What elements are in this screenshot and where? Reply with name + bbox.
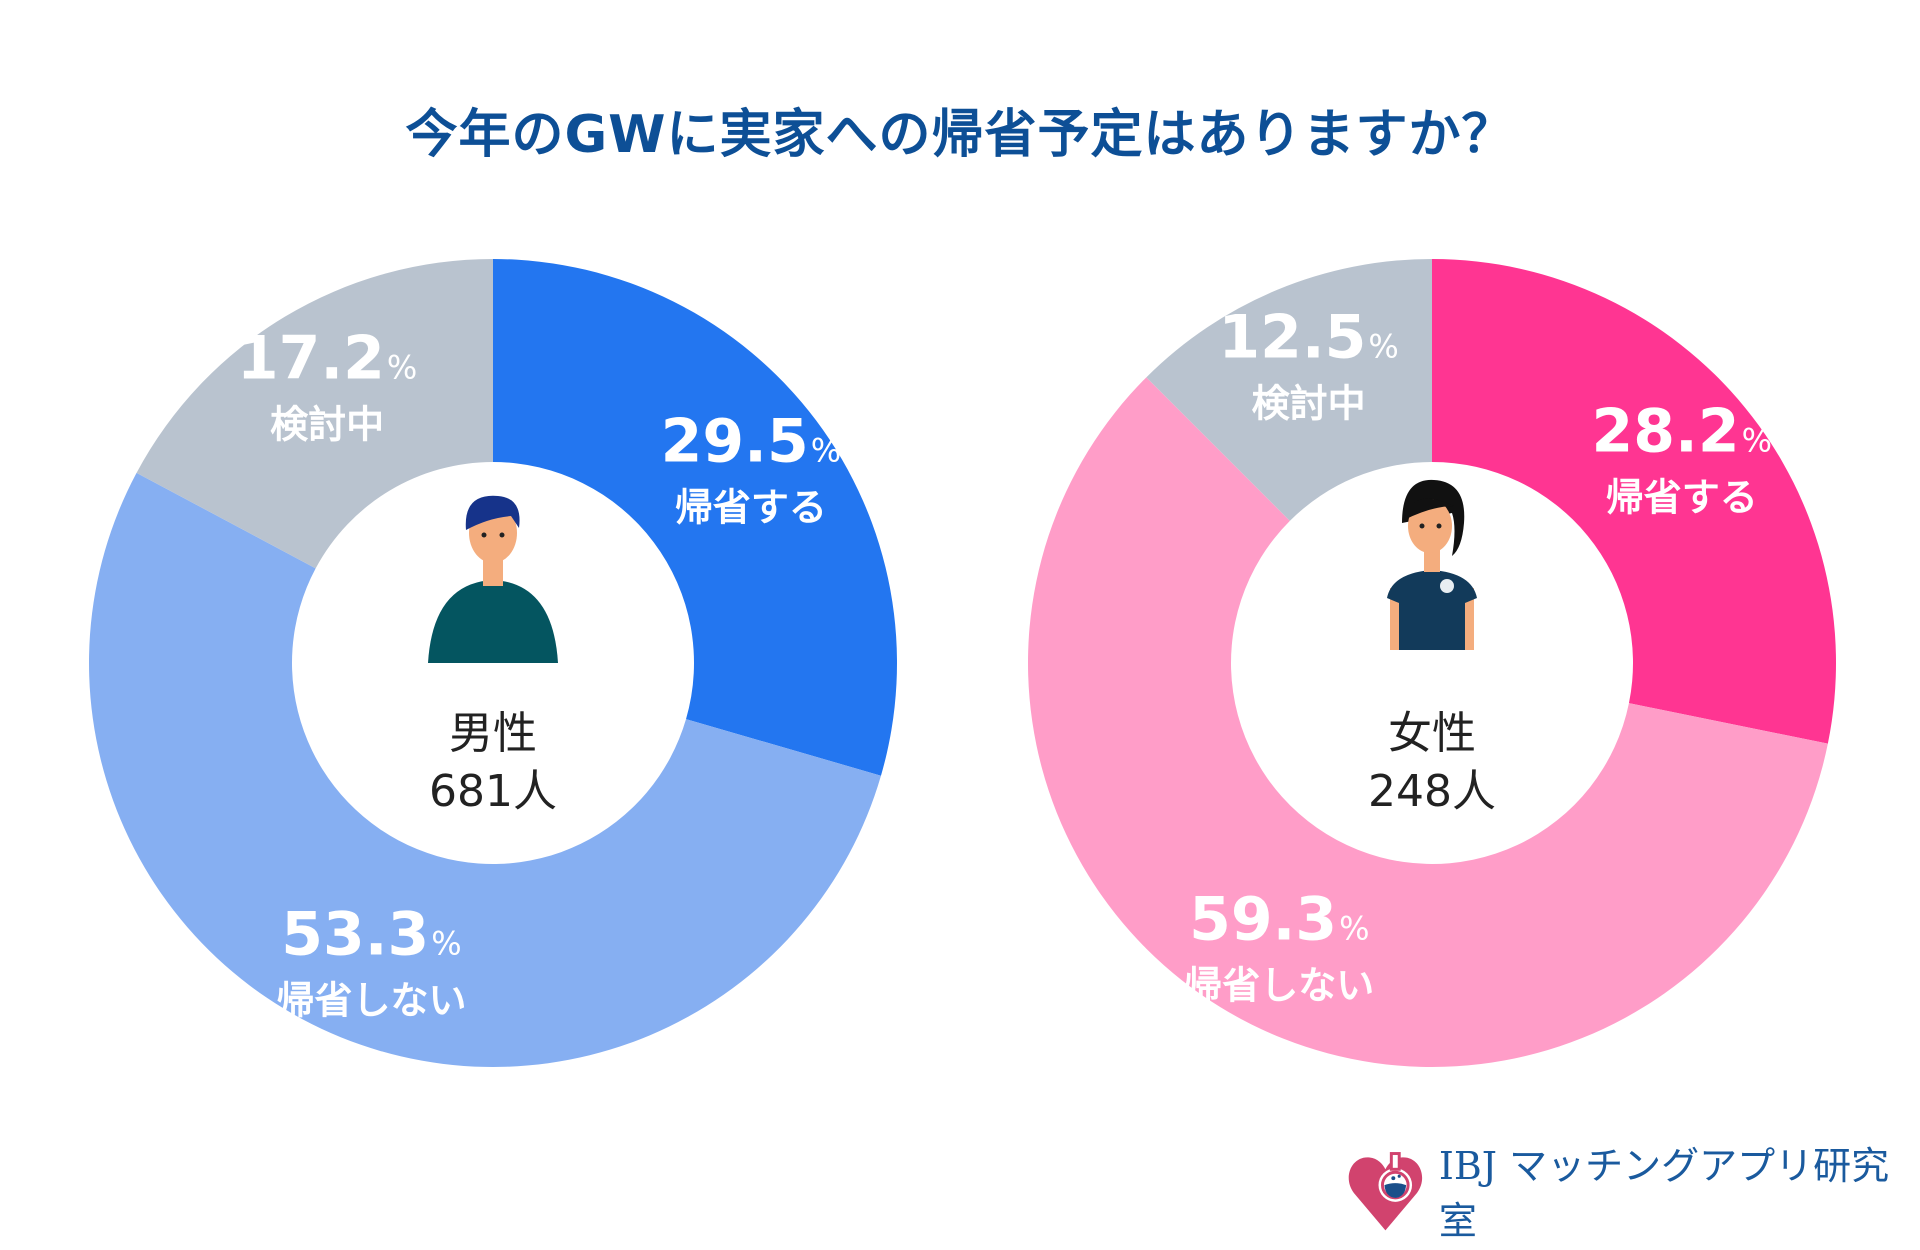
percent-value: 53.3 — [281, 899, 430, 970]
label-considering: 12.5% 検討中 — [1218, 303, 1398, 428]
slice-not-return — [1027, 377, 1828, 1068]
percent-value: 17.2 — [236, 323, 385, 394]
category-label: 検討中 — [270, 402, 385, 447]
data-label-value: 29.5% — [661, 407, 841, 477]
label-not-return: 59.3% 帰省しない — [1184, 885, 1374, 1010]
male-person-icon — [428, 495, 558, 663]
percent-value: 28.2 — [1591, 396, 1740, 467]
slice-considering — [136, 259, 493, 569]
data-label-value: 12.5% — [1218, 303, 1398, 373]
label-return: 29.5% 帰省する — [661, 407, 841, 532]
slice-considering — [1146, 259, 1432, 521]
percent-unit: % — [810, 431, 842, 470]
label-not-return: 53.3% 帰省しない — [276, 899, 466, 1024]
category-label: 帰省する — [674, 485, 827, 530]
center-label-male: 男性 681人 — [429, 705, 557, 821]
female-person-icon — [1387, 479, 1477, 650]
respondent-count: 248人 — [1368, 766, 1496, 817]
percent-unit: % — [386, 348, 418, 387]
slice-return — [493, 259, 898, 776]
slice-return — [1432, 259, 1836, 744]
percent-unit: % — [431, 924, 462, 963]
category-label: 検討中 — [1251, 381, 1366, 426]
percent-unit: % — [1741, 421, 1772, 460]
category-label: 帰省する — [1605, 475, 1758, 520]
group-name: 男性 — [448, 708, 537, 759]
label-considering: 17.2% 検討中 — [237, 324, 417, 449]
category-label: 帰省しない — [1184, 963, 1375, 1008]
data-label-value: 59.3% — [1184, 885, 1374, 955]
slice-not-return — [89, 472, 881, 1067]
category-label: 帰省しない — [276, 978, 467, 1023]
label-return: 28.2% 帰省する — [1592, 396, 1772, 521]
chart-title: 今年のGWに実家への帰省予定はありますか？ — [405, 105, 1515, 165]
respondent-count: 681人 — [429, 766, 557, 817]
logo-text: IBJ マッチングアプリ研究室 — [1438, 1144, 1890, 1243]
percent-value: 12.5 — [1218, 302, 1367, 373]
percent-unit: % — [1368, 327, 1399, 366]
percent-unit: % — [1339, 909, 1370, 948]
group-name: 女性 — [1387, 708, 1476, 759]
data-label-value: 28.2% — [1592, 396, 1772, 466]
percent-value: 29.5 — [660, 406, 809, 477]
logo: IBJ マッチングアプリ研究室 — [1346, 1135, 1920, 1245]
heart-flask-icon — [1348, 1152, 1423, 1231]
percent-value: 59.3 — [1189, 884, 1338, 955]
data-label-value: 17.2% — [237, 324, 417, 394]
data-label-value: 53.3% — [276, 899, 466, 969]
center-label-female: 女性 248人 — [1368, 705, 1496, 821]
